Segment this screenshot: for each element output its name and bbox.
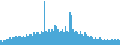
Bar [73, 32, 75, 45]
Bar [84, 32, 85, 45]
Bar [85, 34, 87, 45]
Bar [78, 34, 79, 45]
Bar [89, 37, 90, 45]
Bar [102, 40, 103, 45]
Bar [67, 32, 69, 45]
Bar [81, 34, 83, 45]
Bar [36, 32, 37, 45]
Bar [91, 37, 93, 45]
Bar [25, 34, 27, 45]
Bar [31, 36, 33, 45]
Bar [30, 34, 31, 45]
Bar [13, 37, 15, 45]
Bar [96, 39, 97, 45]
Bar [95, 37, 96, 45]
Bar [71, 15, 72, 45]
Bar [35, 34, 36, 45]
Bar [9, 37, 11, 45]
Bar [51, 29, 53, 45]
Bar [61, 29, 63, 45]
Bar [55, 26, 57, 45]
Bar [107, 39, 108, 45]
Bar [21, 37, 23, 45]
Bar [108, 40, 109, 45]
Bar [93, 39, 95, 45]
Bar [79, 31, 81, 45]
Bar [1, 42, 3, 45]
Bar [29, 34, 30, 45]
Bar [90, 36, 91, 45]
Bar [53, 31, 54, 45]
Bar [69, 12, 71, 45]
Bar [42, 32, 43, 45]
Bar [114, 39, 115, 45]
Bar [77, 32, 78, 45]
Bar [72, 29, 73, 45]
Bar [83, 36, 84, 45]
Bar [60, 31, 61, 45]
Bar [43, 1, 45, 45]
Bar [103, 39, 105, 45]
Bar [118, 40, 120, 45]
Bar [66, 31, 67, 45]
Bar [12, 37, 13, 45]
Bar [18, 36, 19, 45]
Bar [27, 36, 29, 45]
Bar [111, 39, 113, 45]
Bar [24, 37, 25, 45]
Bar [19, 36, 21, 45]
Bar [5, 40, 6, 45]
Bar [99, 37, 101, 45]
Bar [63, 32, 65, 45]
Bar [3, 40, 5, 45]
Bar [47, 32, 48, 45]
Bar [59, 32, 60, 45]
Bar [7, 39, 9, 45]
Bar [115, 40, 117, 45]
Bar [48, 29, 49, 45]
Bar [41, 31, 42, 45]
Bar [23, 36, 24, 45]
Bar [37, 32, 39, 45]
Bar [101, 39, 102, 45]
Bar [97, 39, 99, 45]
Bar [109, 40, 111, 45]
Bar [75, 31, 77, 45]
Bar [57, 29, 59, 45]
Bar [113, 40, 114, 45]
Bar [105, 40, 107, 45]
Bar [54, 25, 55, 45]
Bar [45, 31, 47, 45]
Bar [17, 37, 18, 45]
Bar [15, 36, 17, 45]
Bar [39, 34, 41, 45]
Bar [33, 32, 35, 45]
Bar [117, 39, 118, 45]
Bar [65, 26, 66, 45]
Bar [87, 36, 89, 45]
Bar [11, 39, 12, 45]
Bar [6, 39, 7, 45]
Bar [0, 40, 1, 45]
Bar [49, 32, 51, 45]
